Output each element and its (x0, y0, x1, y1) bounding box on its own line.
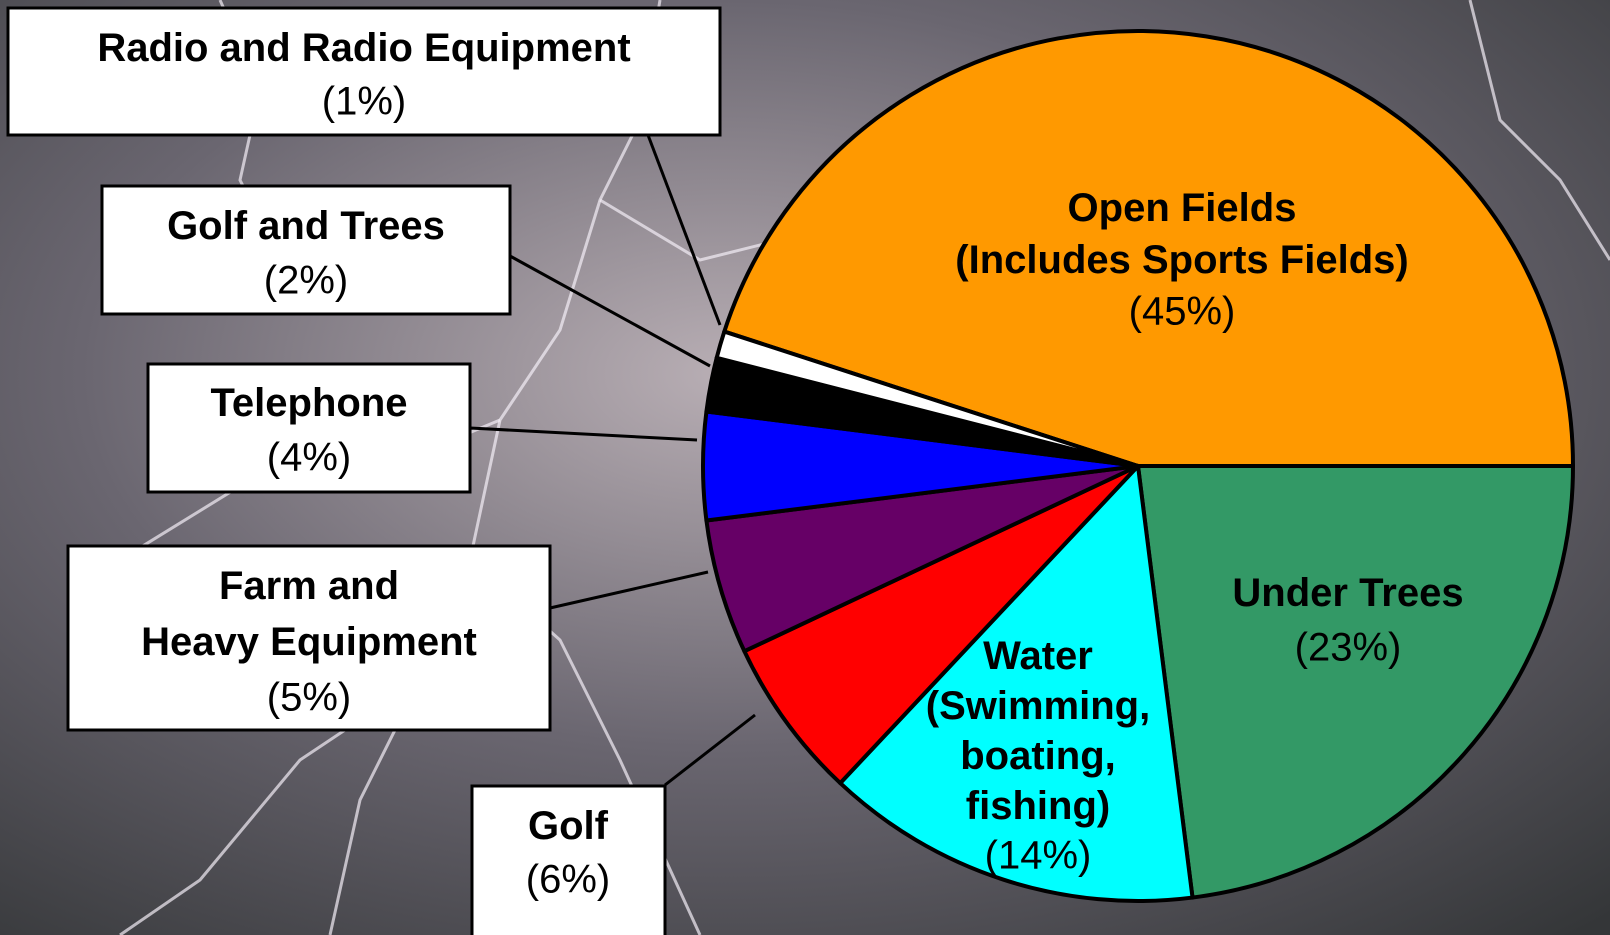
value-label: (14%) (985, 834, 1092, 878)
category-label: Telephone (210, 381, 407, 425)
value-label: (2%) (264, 259, 348, 303)
value-label: (4%) (267, 436, 351, 480)
category-label: Golf (528, 804, 609, 848)
pie (703, 31, 1573, 901)
value-label: (6%) (526, 858, 610, 902)
value-label: (23%) (1295, 626, 1402, 670)
chart: Open Fields(Includes Sports Fields)(45%)… (0, 0, 1610, 935)
value-label: (5%) (267, 676, 351, 720)
value-label: (45%) (1129, 290, 1236, 334)
category-label: Golf and Trees (167, 204, 445, 248)
value-label: (1%) (322, 80, 406, 124)
category-label: Radio and Radio Equipment (97, 26, 630, 70)
category-label: Under Trees (1232, 571, 1463, 615)
